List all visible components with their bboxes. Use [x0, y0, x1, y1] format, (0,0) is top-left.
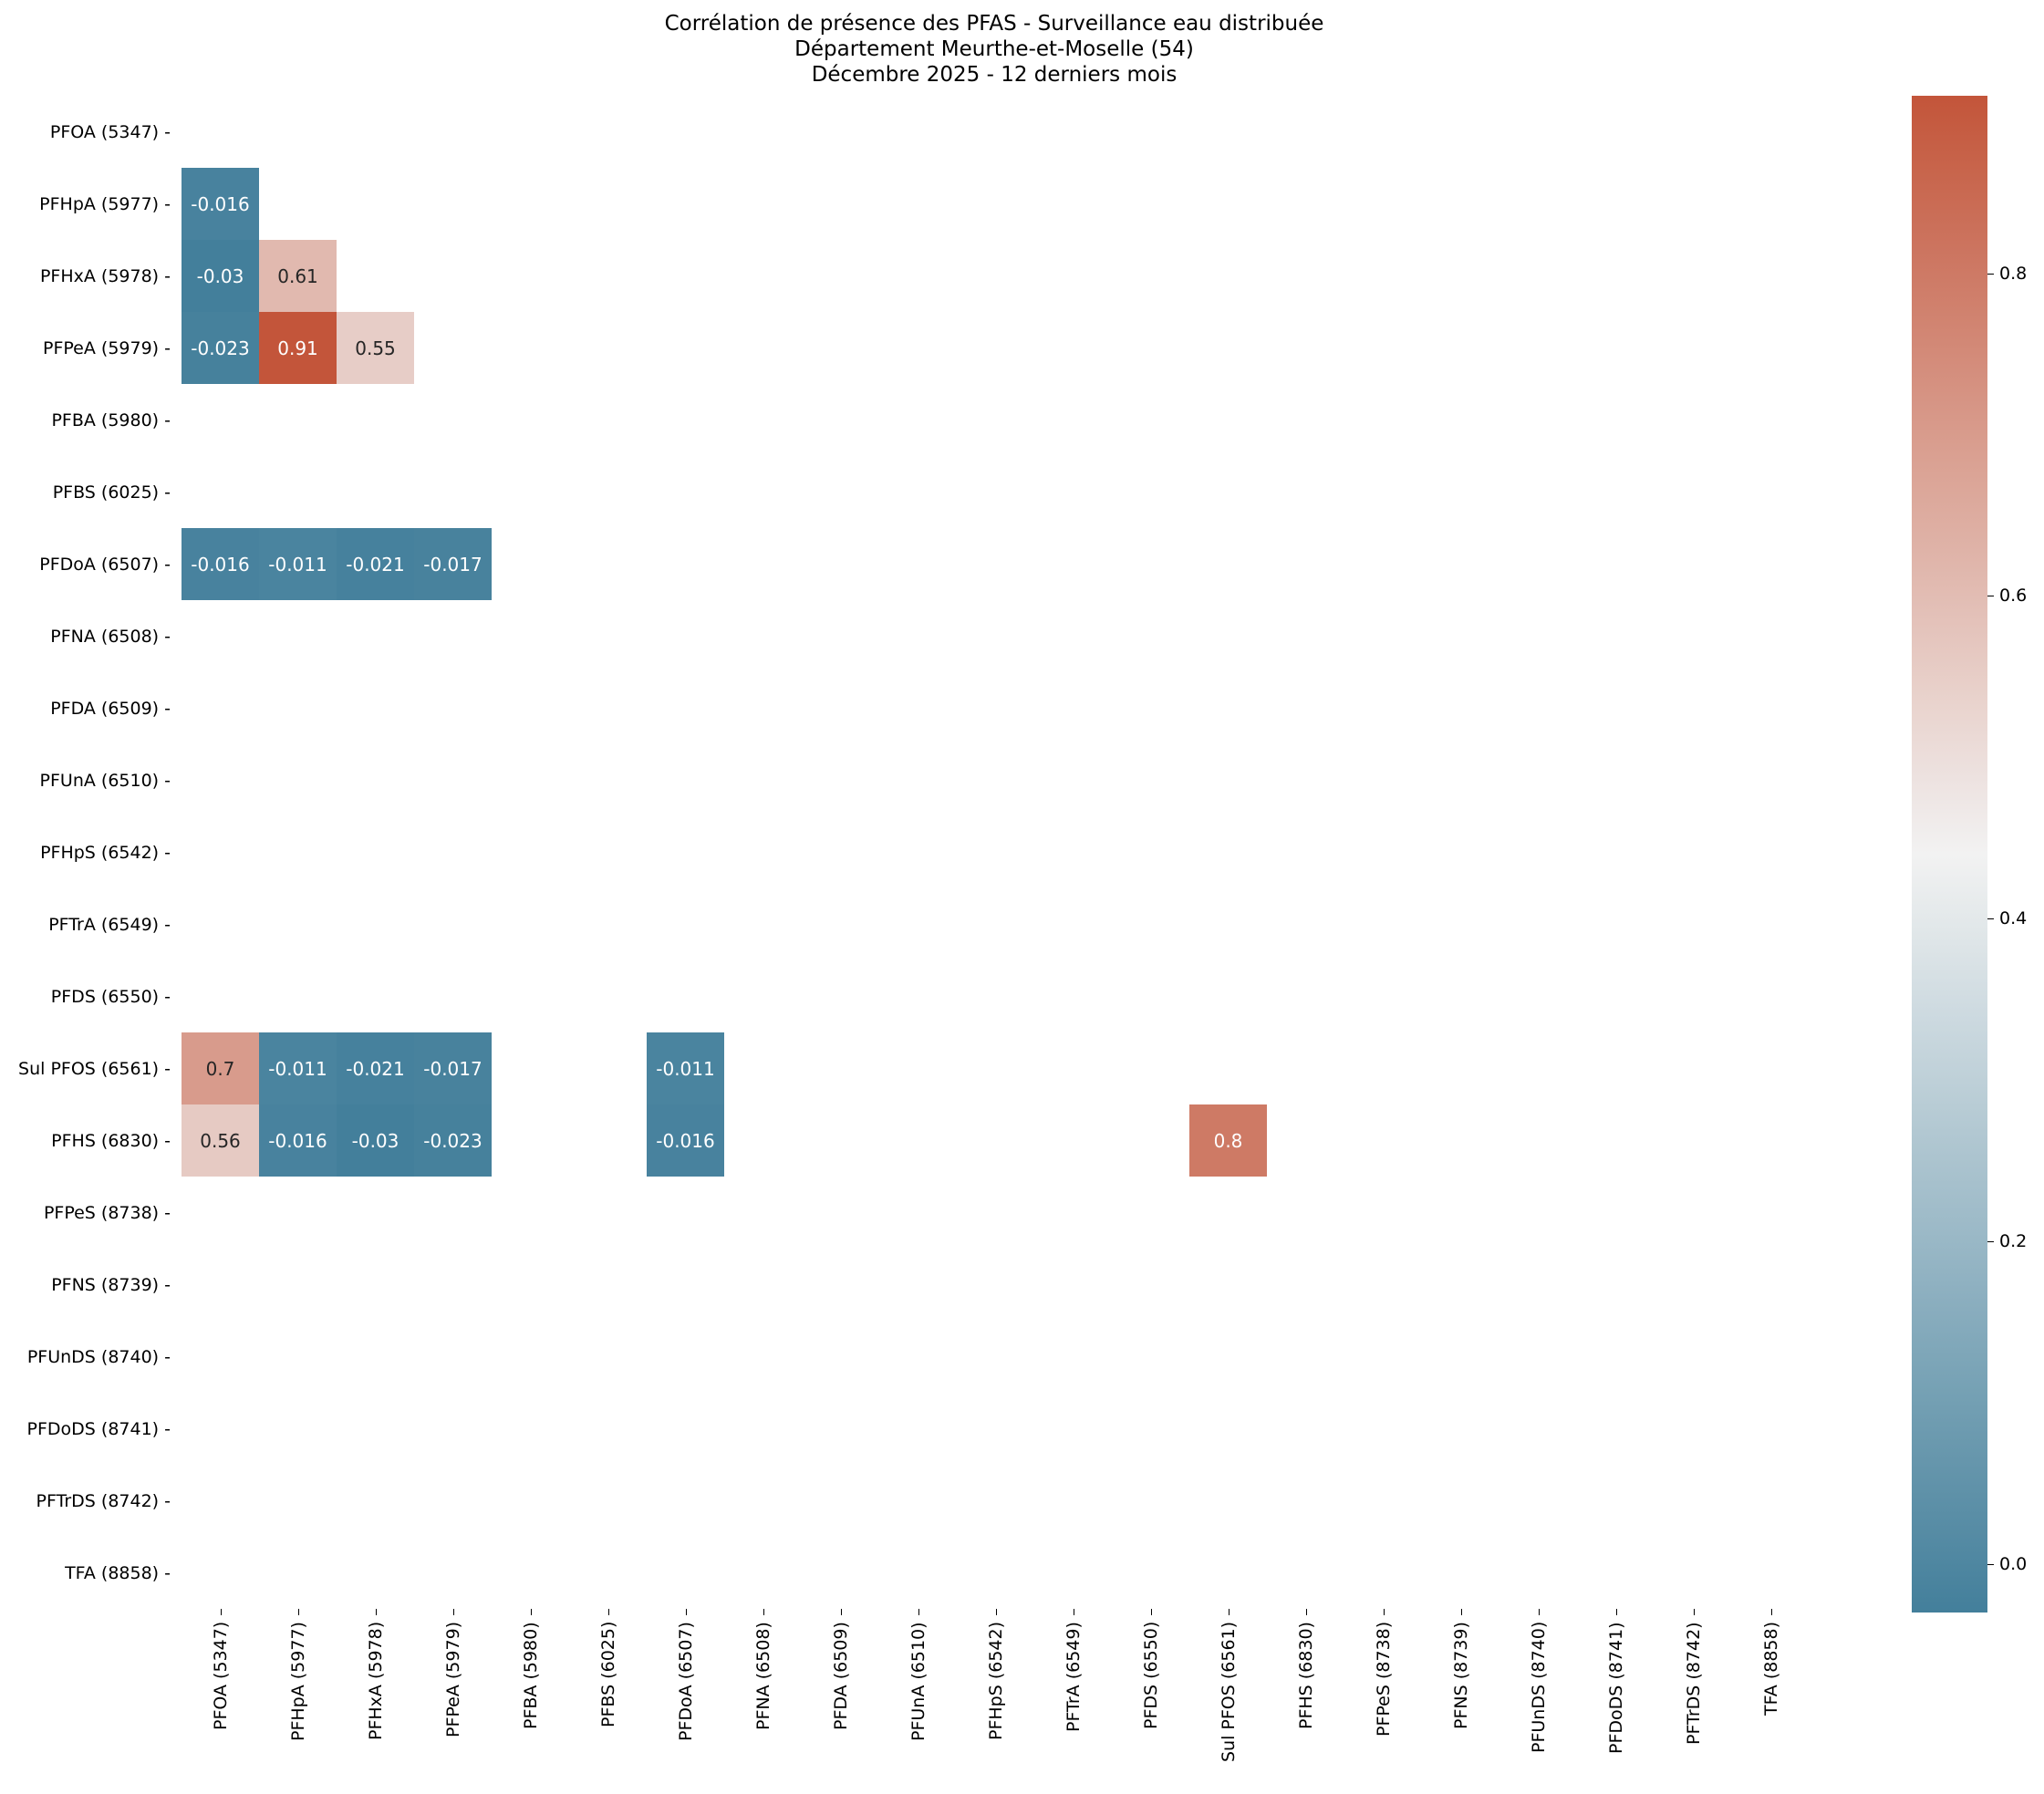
- x-tick-label: PFPeS (8738): [1373, 1621, 1394, 1737]
- x-tick-mark: [1693, 1609, 1695, 1615]
- x-tick-label: PFDA (6509): [830, 1622, 851, 1730]
- x-tick-label: PFHxA (5978): [365, 1621, 386, 1740]
- y-tick-label: PFBS (6025): [53, 482, 171, 503]
- x-tick-mark: [530, 1609, 532, 1615]
- heatmap-cell: -0.016: [182, 168, 259, 240]
- x-tick-label: PFHpS (6542): [985, 1621, 1006, 1740]
- heatmap-cell: 0.55: [337, 312, 414, 384]
- heatmap-cell: -0.021: [337, 528, 414, 600]
- x-tick-mark: [1228, 1609, 1230, 1615]
- x-tick-label: PFHpA (5977): [287, 1622, 308, 1741]
- y-tick-label: PFHpS (6542): [40, 843, 171, 863]
- heatmap-cell: -0.011: [647, 1032, 724, 1104]
- colorbar-tick-mark: [1987, 273, 1994, 275]
- x-tick-label: Sul PFOS (6561): [1218, 1621, 1239, 1762]
- x-tick-label: PFNA (6508): [752, 1622, 773, 1730]
- heatmap-cell: -0.023: [182, 312, 259, 384]
- x-tick-label: PFUnA (6510): [908, 1622, 929, 1741]
- x-tick-mark: [918, 1609, 919, 1615]
- y-tick-label: Sul PFOS (6561): [18, 1059, 171, 1079]
- colorbar: [1912, 96, 1987, 1613]
- heatmap-cell: 0.56: [182, 1104, 259, 1177]
- x-tick-mark: [375, 1609, 377, 1615]
- x-tick-label: PFTrDS (8742): [1683, 1622, 1704, 1745]
- heatmap-cell: 0.61: [259, 240, 337, 312]
- x-tick-label: PFNS (8739): [1450, 1622, 1471, 1729]
- y-tick-label: PFPeS (8738): [44, 1203, 171, 1223]
- y-tick-label: PFHS (6830): [51, 1131, 171, 1151]
- x-tick-label: PFOA (5347): [210, 1621, 231, 1730]
- x-tick-mark: [1460, 1609, 1462, 1615]
- x-tick-label: PFDoA (6507): [675, 1622, 696, 1741]
- x-tick-label: PFDS (6550): [1140, 1621, 1161, 1729]
- x-tick-label: PFTrA (6549): [1063, 1622, 1084, 1732]
- colorbar-tick-label: 0.8: [1999, 263, 2028, 284]
- title-line-1: Corrélation de présence des PFAS - Surve…: [664, 12, 1324, 36]
- x-tick-mark: [995, 1609, 997, 1615]
- heatmap-cell: -0.011: [259, 1032, 337, 1104]
- x-tick-label: PFUnDS (8740): [1528, 1621, 1549, 1753]
- heatmap-cell: -0.016: [182, 528, 259, 600]
- heatmap-cell: -0.016: [259, 1104, 337, 1177]
- x-tick-label: PFBS (6025): [597, 1621, 618, 1727]
- heatmap-grid: -0.016 -0.03 0.61 -0.023 0.91 0.55 -0.016 -0.01…: [182, 96, 1810, 1609]
- heatmap-cell: 0.8: [1189, 1104, 1267, 1177]
- colorbar-tick-mark: [1987, 918, 1994, 920]
- y-tick-label: TFA (8858): [65, 1563, 171, 1583]
- x-tick-label: PFDoDS (8741): [1605, 1622, 1626, 1754]
- heatmap-cell: -0.017: [414, 528, 492, 600]
- y-tick-label: PFNA (6508): [50, 627, 171, 647]
- x-tick-mark: [685, 1609, 687, 1615]
- y-tick-label: PFDoDS (8741): [27, 1419, 171, 1439]
- heatmap-cell: -0.023: [414, 1104, 492, 1177]
- heatmap-cell: 0.91: [259, 312, 337, 384]
- x-tick-mark: [220, 1609, 222, 1615]
- chart-title: Corrélation de présence des PFAS - Surve…: [0, 11, 1988, 88]
- x-tick-mark: [297, 1609, 299, 1615]
- x-tick-mark: [1770, 1609, 1772, 1615]
- x-tick-mark: [1538, 1609, 1540, 1615]
- colorbar-tick-label: 0.4: [1999, 908, 2028, 929]
- x-tick-mark: [1615, 1609, 1617, 1615]
- y-tick-label: PFTrDS (8742): [36, 1491, 171, 1511]
- x-tick-label: PFPeA (5979): [442, 1621, 463, 1737]
- x-tick-mark: [1383, 1609, 1385, 1615]
- heatmap-cell: 0.7: [182, 1032, 259, 1104]
- colorbar-tick-label: 0.6: [1999, 586, 2028, 607]
- colorbar-tick-mark: [1987, 1563, 1994, 1565]
- heatmap-cell: -0.03: [337, 1104, 414, 1177]
- y-tick-label: PFDA (6509): [50, 699, 171, 719]
- heatmap-cell: -0.011: [259, 528, 337, 600]
- y-tick-label: PFOA (5347): [50, 122, 171, 142]
- y-tick-label: PFDS (6550): [51, 987, 171, 1007]
- heatmap-cell: -0.021: [337, 1032, 414, 1104]
- x-tick-mark: [840, 1609, 842, 1615]
- heatmap-cell: -0.017: [414, 1032, 492, 1104]
- title-line-3: Décembre 2025 - 12 derniers mois: [811, 63, 1178, 87]
- colorbar-tick-label: 0.2: [1999, 1231, 2028, 1252]
- y-tick-label: PFHxA (5978): [40, 266, 171, 286]
- colorbar-tick-mark: [1987, 1241, 1994, 1243]
- x-tick-mark: [452, 1609, 454, 1615]
- x-tick-mark: [607, 1609, 609, 1615]
- y-tick-label: PFTrA (6549): [48, 915, 171, 935]
- x-tick-label: TFA (8858): [1760, 1621, 1781, 1716]
- colorbar-tick-label: 0.0: [1999, 1553, 2028, 1574]
- x-tick-mark: [1305, 1609, 1307, 1615]
- y-tick-label: PFNS (8739): [51, 1275, 171, 1295]
- y-tick-label: PFHpA (5977): [39, 194, 171, 214]
- x-tick-label: PFBA (5980): [520, 1622, 541, 1729]
- heatmap-cell: -0.016: [647, 1104, 724, 1177]
- x-tick-mark: [1150, 1609, 1152, 1615]
- y-tick-label: PFBA (5980): [51, 410, 171, 430]
- x-tick-mark: [763, 1609, 764, 1615]
- y-tick-label: PFUnA (6510): [40, 771, 171, 791]
- y-tick-label: PFDoA (6507): [39, 555, 171, 575]
- x-tick-label: PFHS (6830): [1295, 1622, 1316, 1729]
- heatmap-cell: -0.03: [182, 240, 259, 312]
- y-tick-label: PFPeA (5979): [43, 338, 171, 358]
- y-tick-label: PFUnDS (8740): [27, 1347, 171, 1367]
- title-line-2: Département Meurthe-et-Moselle (54): [794, 37, 1194, 61]
